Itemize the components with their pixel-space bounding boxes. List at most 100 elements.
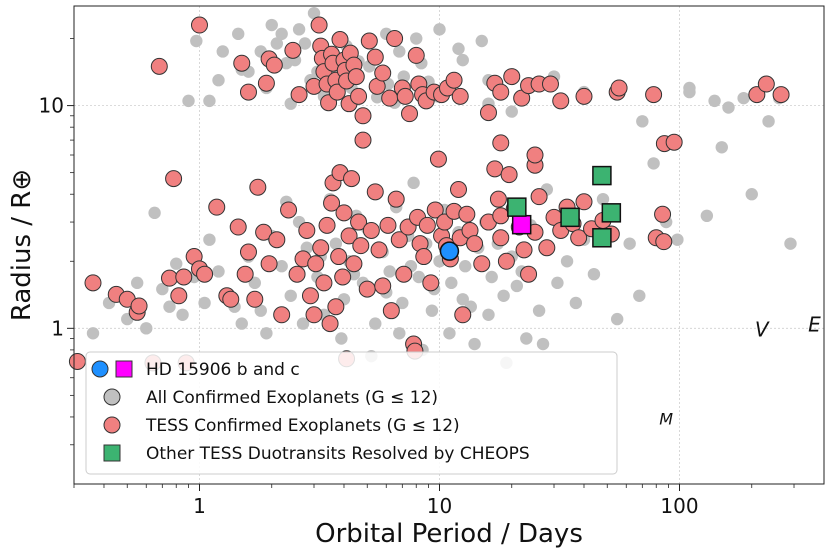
all-confirmed-point: [307, 6, 321, 20]
tess-confirmed-point: [366, 183, 384, 201]
y-tick-label: 10: [39, 94, 64, 118]
tess-confirmed-point: [362, 221, 380, 239]
legend-label: Other TESS Duotransits Resolved by CHEOP…: [146, 444, 530, 464]
tess-confirmed-point: [655, 233, 673, 251]
tess-confirmed-point: [530, 188, 548, 206]
tess-confirmed-point: [352, 237, 370, 255]
all-confirmed-point: [596, 192, 610, 206]
tess-confirmed-point: [233, 54, 251, 72]
all-confirmed-point: [329, 237, 343, 250]
tess-confirmed-point: [347, 68, 365, 86]
all-confirmed-point: [216, 45, 229, 58]
tess-confirmed-point: [458, 205, 476, 223]
all-confirmed-point: [505, 105, 518, 118]
tess-confirmed-point: [229, 218, 247, 236]
tess-confirmed-point: [479, 104, 497, 122]
gridlines: [74, 6, 824, 484]
all-confirmed-point: [683, 81, 696, 95]
all-confirmed-point: [536, 337, 550, 351]
tess-confirmed-point: [265, 56, 283, 74]
tess-confirmed-point: [415, 248, 433, 266]
x-tick-label: 100: [660, 494, 698, 518]
tess-confirmed-point: [222, 290, 240, 308]
tess-confirmed-point: [497, 252, 515, 270]
all-confirmed-point: [156, 282, 169, 296]
all-confirmed-point: [551, 276, 564, 290]
tess-confirmed-point: [345, 255, 363, 273]
highlight-series: [439, 165, 622, 261]
all-confirmed-point: [265, 18, 278, 32]
tess-confirmed-point: [575, 193, 593, 211]
all-confirmed-point: [456, 293, 469, 306]
tess-confirmed-point: [354, 107, 372, 125]
legend-symbol: [103, 388, 121, 406]
all-confirmed-point: [412, 270, 426, 284]
tess-confirmed-point: [84, 274, 102, 292]
legend-symbol: [103, 416, 121, 434]
tess-confirmed-point: [382, 302, 400, 320]
tess-confirmed-point: [407, 46, 425, 64]
all-confirmed-point: [410, 32, 423, 45]
tess-confirmed-point: [772, 86, 790, 104]
cheops-duotransit-point: [560, 207, 580, 228]
tess-confirmed-point: [321, 315, 339, 333]
tess-confirmed-point: [422, 274, 440, 292]
all-confirmed-point: [708, 94, 721, 108]
tess-confirmed-point: [150, 57, 168, 75]
tess-confirmed-point: [260, 255, 278, 273]
tess-confirmed-point: [170, 287, 188, 305]
all-confirmed-point: [130, 276, 144, 290]
tess-confirmed-point: [343, 170, 361, 188]
all-confirmed-point: [298, 37, 312, 50]
tess-confirmed-point: [445, 71, 463, 89]
all-confirmed-point: [445, 276, 458, 290]
all-confirmed-point: [260, 327, 273, 340]
tess-confirmed-point: [318, 216, 336, 234]
tess-confirmed-point: [374, 277, 392, 295]
all-confirmed-point: [497, 289, 510, 302]
all-confirmed-point: [275, 260, 288, 273]
tess-confirmed-point: [526, 146, 544, 164]
all-confirmed-point: [722, 101, 735, 114]
x-axis-label: Orbital Period / Days: [315, 519, 583, 549]
tess-confirmed-point: [429, 150, 447, 168]
tess-confirmed-point: [541, 75, 559, 93]
all-confirmed-point: [560, 255, 574, 268]
tess-confirmed-point: [130, 297, 148, 315]
tess-confirmed-point: [208, 198, 226, 216]
tess-confirmed-point: [315, 274, 333, 292]
tess-confirmed-point: [492, 229, 510, 247]
tess-confirmed-point: [161, 269, 179, 287]
all-confirmed-point: [203, 233, 216, 246]
tess-confirmed-point: [340, 227, 358, 245]
cheops-duotransit-point: [507, 197, 527, 217]
all-confirmed-point: [248, 276, 262, 290]
all-confirmed-point: [700, 209, 714, 223]
all-confirmed-point: [520, 332, 533, 345]
tess-confirmed-point: [387, 190, 405, 208]
plot-frame: [73, 5, 825, 485]
tess-confirmed-point: [500, 166, 518, 184]
all-confirmed-point: [485, 270, 498, 284]
all-confirmed-point: [369, 317, 382, 330]
tess-confirmed-point: [552, 92, 570, 110]
tess-confirmed-point: [520, 265, 538, 283]
all-confirmed-point: [433, 23, 446, 36]
tess-confirmed-point: [366, 48, 384, 66]
all-confirmed-point: [715, 141, 728, 154]
all-confirmed-point: [468, 337, 481, 351]
tess-confirmed-point: [386, 30, 404, 48]
all-confirmed-point: [452, 42, 465, 55]
all-confirmed-point: [190, 34, 203, 48]
all-confirmed-point: [284, 289, 297, 302]
tess-confirmed-point: [239, 243, 257, 261]
all-confirmed-point: [148, 206, 161, 220]
tess-confirmed-point: [473, 255, 491, 273]
tess-confirmed-point: [280, 201, 298, 219]
all-confirmed-point: [86, 327, 100, 340]
tess-confirmed-point: [645, 86, 663, 104]
all-confirmed-point: [275, 27, 288, 41]
tess-confirmed-point: [354, 131, 372, 149]
tess-confirmed-point: [330, 248, 348, 266]
tess-confirmed-point: [310, 16, 328, 34]
